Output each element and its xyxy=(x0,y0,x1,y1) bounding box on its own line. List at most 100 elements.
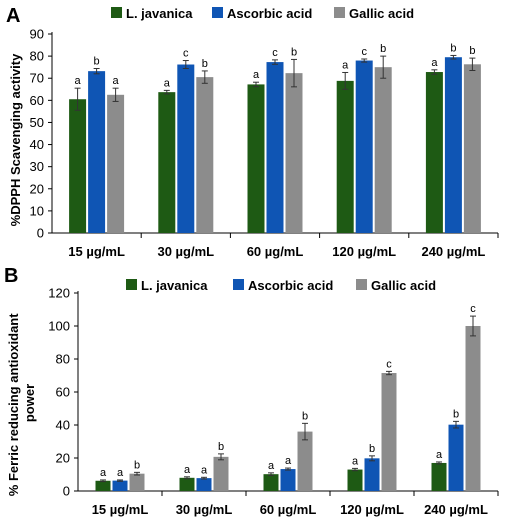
bar-l-javanica xyxy=(95,480,111,491)
bar-l-javanica xyxy=(69,99,87,233)
chart-panel-b: B L. javanica Ascorbic acid Gallic acid … xyxy=(0,265,505,520)
y-tick-label: 120 xyxy=(48,286,70,301)
bar-l-javanica xyxy=(179,477,195,491)
significance-letter: b xyxy=(94,55,100,67)
bar-ascorbic-acid xyxy=(177,64,195,233)
significance-letter: c xyxy=(386,358,392,370)
legend-swatch-gallic-acid xyxy=(356,279,367,290)
y-tick-label: 20 xyxy=(30,181,44,196)
legend-label-ascorbic-acid: Ascorbic acid xyxy=(248,278,333,293)
bar-l-javanica xyxy=(336,80,354,234)
bar-ascorbic-acid xyxy=(448,424,464,491)
x-tick-label: 240 µg/mL xyxy=(421,244,485,259)
y-tick-label: 80 xyxy=(56,352,70,367)
significance-letter: a xyxy=(75,75,82,87)
y-axis-label-b-line1: % Ferric reducing antioxidant xyxy=(6,313,21,496)
panel-label-b: B xyxy=(4,265,18,287)
significance-letter: b xyxy=(469,45,475,57)
bar-ascorbic-acid xyxy=(444,57,462,233)
x-tick-label: 240 µg/mL xyxy=(424,502,488,517)
legend-label-l-javanica: L. javanica xyxy=(141,278,208,293)
significance-letter: a xyxy=(117,467,124,479)
significance-letter: b xyxy=(453,408,459,420)
y-tick-label: 0 xyxy=(63,484,70,499)
y-tick-label: 40 xyxy=(30,137,44,152)
significance-letter: b xyxy=(450,42,456,54)
bar-l-javanica xyxy=(347,469,363,491)
significance-letter: c xyxy=(470,303,476,315)
x-tick-label: 120 µg/mL xyxy=(332,244,396,259)
bar-gallic-acid xyxy=(463,64,481,233)
y-tick-label: 90 xyxy=(30,27,44,42)
significance-letter: a xyxy=(113,75,120,87)
bar-gallic-acid xyxy=(213,456,229,491)
y-axis-label-b: % Ferric reducing antioxidant power xyxy=(6,310,37,496)
significance-letter: a xyxy=(285,455,292,467)
bar-ascorbic-acid xyxy=(112,480,128,491)
significance-letter: b xyxy=(302,410,308,422)
bar-gallic-acid xyxy=(465,326,481,491)
significance-letter: a xyxy=(164,77,171,89)
y-tick-label: 100 xyxy=(48,319,70,334)
chart-a-svg: A L. javanica Ascorbic acid Gallic acid … xyxy=(6,5,499,259)
y-tick-label: 80 xyxy=(30,49,44,64)
legend-b: L. javanica Ascorbic acid Gallic acid xyxy=(126,278,436,293)
bar-gallic-acid xyxy=(374,67,392,234)
y-tick-label: 30 xyxy=(30,159,44,174)
significance-letter: c xyxy=(183,48,189,60)
bar-l-javanica xyxy=(247,84,265,233)
bar-gallic-acid xyxy=(196,77,214,233)
y-tick-label: 60 xyxy=(56,385,70,400)
y-tick-label: 0 xyxy=(37,226,44,241)
significance-letter: b xyxy=(369,443,375,455)
bar-gallic-acid xyxy=(285,73,303,234)
x-tick-label: 120 µg/mL xyxy=(340,502,404,517)
panel-label-a: A xyxy=(6,5,20,27)
significance-letter: b xyxy=(218,441,224,453)
legend-label-gallic-acid: Gallic acid xyxy=(371,278,436,293)
x-tick-label: 60 µg/mL xyxy=(247,244,304,259)
legend-swatch-gallic-acid xyxy=(334,7,345,18)
significance-letter: a xyxy=(253,69,260,81)
y-axis-label-a: %DPPH Scavenging activity xyxy=(8,53,23,226)
x-tick-label: 30 µg/mL xyxy=(176,502,233,517)
significance-letter: a xyxy=(100,467,107,479)
significance-letter: a xyxy=(436,449,443,461)
x-tick-label: 30 µg/mL xyxy=(157,244,214,259)
significance-letter: b xyxy=(380,43,386,55)
bar-l-javanica xyxy=(158,92,176,233)
bar-ascorbic-acid xyxy=(364,458,380,491)
significance-letter: c xyxy=(361,46,367,58)
bar-ascorbic-acid xyxy=(266,62,284,233)
legend-a: L. javanica Ascorbic acid Gallic acid xyxy=(111,6,414,21)
legend-swatch-ascorbic-acid xyxy=(233,279,244,290)
chart-panel-a: A L. javanica Ascorbic acid Gallic acid … xyxy=(6,5,499,259)
bar-l-javanica xyxy=(431,462,447,491)
bar-l-javanica xyxy=(263,474,279,491)
significance-letter: b xyxy=(134,459,140,471)
significance-letter: b xyxy=(202,58,208,70)
y-tick-label: 10 xyxy=(30,203,44,218)
bar-gallic-acid xyxy=(297,431,313,491)
bar-gallic-acid xyxy=(381,373,397,491)
significance-letter: a xyxy=(431,57,438,69)
bar-gallic-acid xyxy=(107,94,125,233)
bar-ascorbic-acid xyxy=(280,469,296,491)
x-tick-label: 60 µg/mL xyxy=(260,502,317,517)
y-tick-label: 20 xyxy=(56,451,70,466)
x-tick-label: 15 µg/mL xyxy=(92,502,149,517)
bar-gallic-acid xyxy=(129,473,145,491)
bar-ascorbic-acid xyxy=(196,478,212,491)
legend-label-gallic-acid: Gallic acid xyxy=(349,6,414,21)
significance-letter: a xyxy=(342,59,349,71)
significance-letter: a xyxy=(268,460,275,472)
y-tick-label: 40 xyxy=(56,418,70,433)
legend-label-l-javanica: L. javanica xyxy=(126,6,193,21)
bar-ascorbic-acid xyxy=(88,71,106,233)
legend-swatch-l-javanica xyxy=(126,279,137,290)
significance-letter: b xyxy=(291,46,297,58)
legend-swatch-ascorbic-acid xyxy=(212,7,223,18)
significance-letter: a xyxy=(352,455,359,467)
